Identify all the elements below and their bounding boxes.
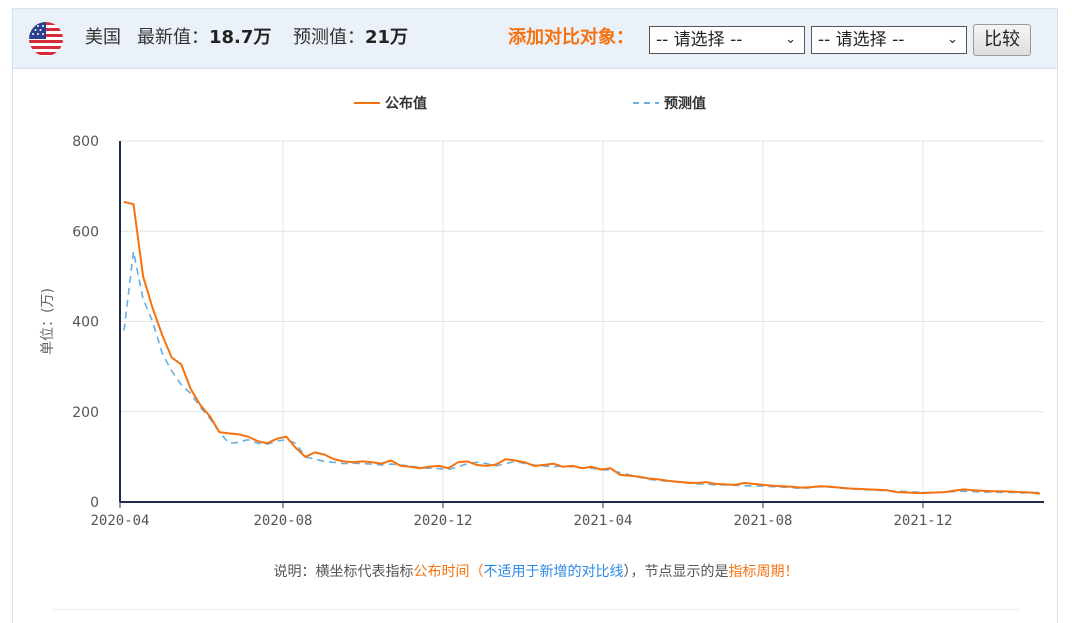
x-tick-label: 2021-04 (573, 513, 632, 529)
y-tick-label: 800 (72, 134, 99, 150)
note-prefix: 说明：横坐标代表指标 (273, 564, 414, 580)
compare-select-1-value: -- 请选择 -- (656, 30, 743, 50)
latest-value-group: 最新值：18.7万 (137, 26, 271, 50)
x-tick-label: 2020-08 (253, 513, 312, 529)
legend-label: 公布值 (385, 95, 427, 112)
country-name: 美国 (85, 27, 121, 48)
x-tick-label: 2020-12 (413, 513, 472, 529)
latest-value: 18.7万 (209, 27, 272, 48)
note-paren-open: （ (469, 564, 484, 580)
compare-button[interactable]: 比较 (973, 24, 1031, 56)
divider (53, 609, 1019, 610)
note-pub-time: 公布时间 (413, 564, 470, 580)
us-flag-icon (29, 22, 63, 56)
y-axis-title: 单位：(万) (40, 288, 56, 355)
x-tick-label: 2021-08 (733, 513, 792, 529)
chart-note: 说明：横坐标代表指标公布时间（不适用于新增的对比线），节点显示的是指标周期！ (13, 561, 1059, 581)
compare-select-2-value: -- 请选择 -- (818, 30, 905, 50)
y-tick-label: 600 (72, 224, 99, 240)
forecast-label: 预测值： (293, 27, 365, 48)
compare-label: 添加对比对象： (508, 27, 634, 48)
note-paren-close: ），节点显示的是 (623, 564, 729, 580)
latest-label: 最新值： (137, 27, 209, 48)
forecast-value-group: 预测值：21万 (293, 26, 408, 50)
forecast-value: 21万 (365, 27, 409, 48)
x-tick-label: 2020-04 (90, 513, 149, 529)
legend-label: 预测值 (664, 95, 706, 112)
series-line-forecast (123, 250, 1040, 494)
y-tick-label: 0 (90, 495, 99, 511)
y-tick-label: 200 (72, 405, 99, 421)
line-chart: 0 200 400 600 800 2020-04 2020-08 2020-12 2021-0… (40, 95, 1044, 529)
compare-select-2[interactable]: -- 请选择 -- ⌄ (811, 26, 967, 54)
chart-panel: 美国 最新值：18.7万 预测值：21万 添加对比对象： -- 请选择 -- ⌄… (12, 8, 1058, 623)
series-line-actual (123, 200, 1041, 495)
y-tick-label: 400 (72, 315, 99, 331)
chevron-down-icon: ⌄ (947, 32, 958, 47)
x-tick-label: 2021-12 (893, 513, 952, 529)
note-period: 指标周期！ (728, 564, 799, 580)
chevron-down-icon: ⌄ (785, 32, 796, 47)
note-not-apply: 不适用于新增的对比线 (483, 564, 624, 580)
header-bar: 美国 最新值：18.7万 预测值：21万 添加对比对象： -- 请选择 -- ⌄… (13, 9, 1057, 69)
compare-select-1[interactable]: -- 请选择 -- ⌄ (649, 26, 805, 54)
